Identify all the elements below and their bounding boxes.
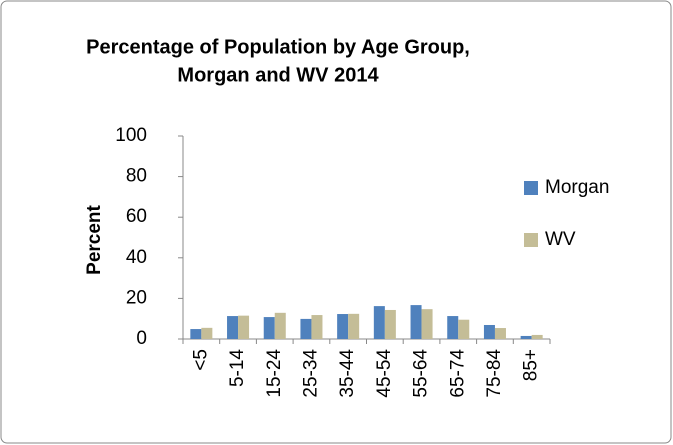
x-tick-label: <5 bbox=[190, 349, 211, 371]
bar bbox=[373, 306, 385, 339]
x-tick-label: 35-44 bbox=[337, 349, 358, 398]
bar bbox=[263, 317, 275, 339]
y-tick-label: 80 bbox=[126, 166, 147, 187]
bar bbox=[384, 309, 396, 339]
bar bbox=[337, 314, 349, 339]
bar bbox=[300, 318, 312, 339]
x-tick-label: 5-14 bbox=[227, 349, 248, 387]
y-tick-label: 40 bbox=[126, 247, 147, 268]
chart-title: Percentage of Population by Age Group, bbox=[86, 36, 470, 58]
x-tick-label: 25-34 bbox=[300, 349, 321, 398]
x-tick-label: 15-24 bbox=[264, 349, 285, 398]
y-tick-label: 20 bbox=[126, 287, 147, 308]
bar bbox=[238, 315, 250, 339]
bar bbox=[421, 309, 433, 339]
y-tick-label: 100 bbox=[115, 125, 147, 146]
bar bbox=[348, 313, 360, 339]
x-tick-label: 45-54 bbox=[374, 349, 395, 398]
y-axis-label: Percent bbox=[84, 204, 105, 274]
bar bbox=[274, 312, 286, 339]
legend-label: Morgan bbox=[545, 177, 609, 198]
bar bbox=[458, 319, 470, 339]
x-tick-label: 85+ bbox=[521, 349, 542, 381]
legend-swatch bbox=[524, 181, 538, 195]
legend-swatch bbox=[524, 233, 538, 247]
y-tick-label: 0 bbox=[136, 328, 147, 349]
bar bbox=[520, 335, 532, 339]
chart-title: Morgan and WV 2014 bbox=[177, 64, 379, 86]
bar bbox=[190, 329, 202, 339]
y-tick-label: 60 bbox=[126, 206, 147, 227]
bar bbox=[447, 316, 459, 339]
bar bbox=[311, 315, 323, 339]
x-tick-label: 75-84 bbox=[484, 349, 505, 398]
x-tick-label: 55-64 bbox=[411, 349, 432, 398]
bar bbox=[227, 316, 239, 339]
bar bbox=[410, 305, 422, 339]
bar bbox=[483, 324, 495, 339]
bar bbox=[494, 328, 506, 339]
legend-label: WV bbox=[545, 229, 576, 250]
bar bbox=[201, 327, 213, 339]
bar bbox=[531, 334, 543, 339]
x-tick-label: 65-74 bbox=[447, 349, 468, 398]
